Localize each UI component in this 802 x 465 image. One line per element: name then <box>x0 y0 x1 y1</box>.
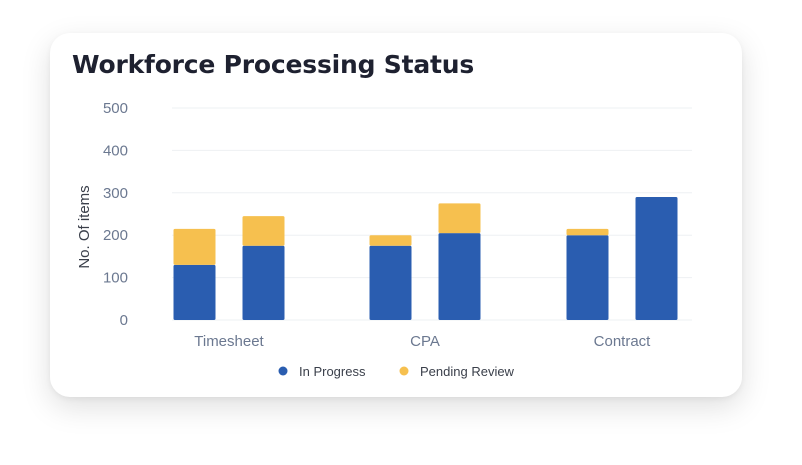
bar-in-progress <box>242 245 285 320</box>
chart-card <box>50 33 742 397</box>
y-tick-label: 100 <box>103 270 128 287</box>
legend-marker <box>399 366 409 376</box>
bar-pending-review <box>566 228 609 236</box>
bar-pending-review <box>369 235 412 246</box>
bar-in-progress <box>438 233 481 320</box>
x-tick-label: Timesheet <box>194 333 264 350</box>
bar-in-progress <box>635 197 678 320</box>
bar-in-progress <box>173 264 216 320</box>
chart-title: Workforce Processing Status <box>72 50 475 79</box>
y-tick-label: 500 <box>103 100 128 117</box>
legend-marker <box>278 366 288 376</box>
legend-label: In Progress <box>299 364 366 379</box>
x-tick-label: Contract <box>594 333 652 350</box>
x-tick-label: CPA <box>410 333 440 350</box>
legend-label: Pending Review <box>420 364 515 379</box>
y-tick-label: 200 <box>103 227 128 244</box>
bar-pending-review <box>438 203 481 234</box>
bar-in-progress <box>369 245 412 320</box>
bar-pending-review <box>173 228 216 265</box>
bar-in-progress <box>566 235 609 320</box>
y-tick-label: 0 <box>120 312 128 329</box>
y-axis-label: No. Of items <box>76 185 93 268</box>
y-tick-label: 300 <box>103 185 128 202</box>
bar-pending-review <box>242 216 285 246</box>
y-tick-label: 400 <box>103 142 128 159</box>
